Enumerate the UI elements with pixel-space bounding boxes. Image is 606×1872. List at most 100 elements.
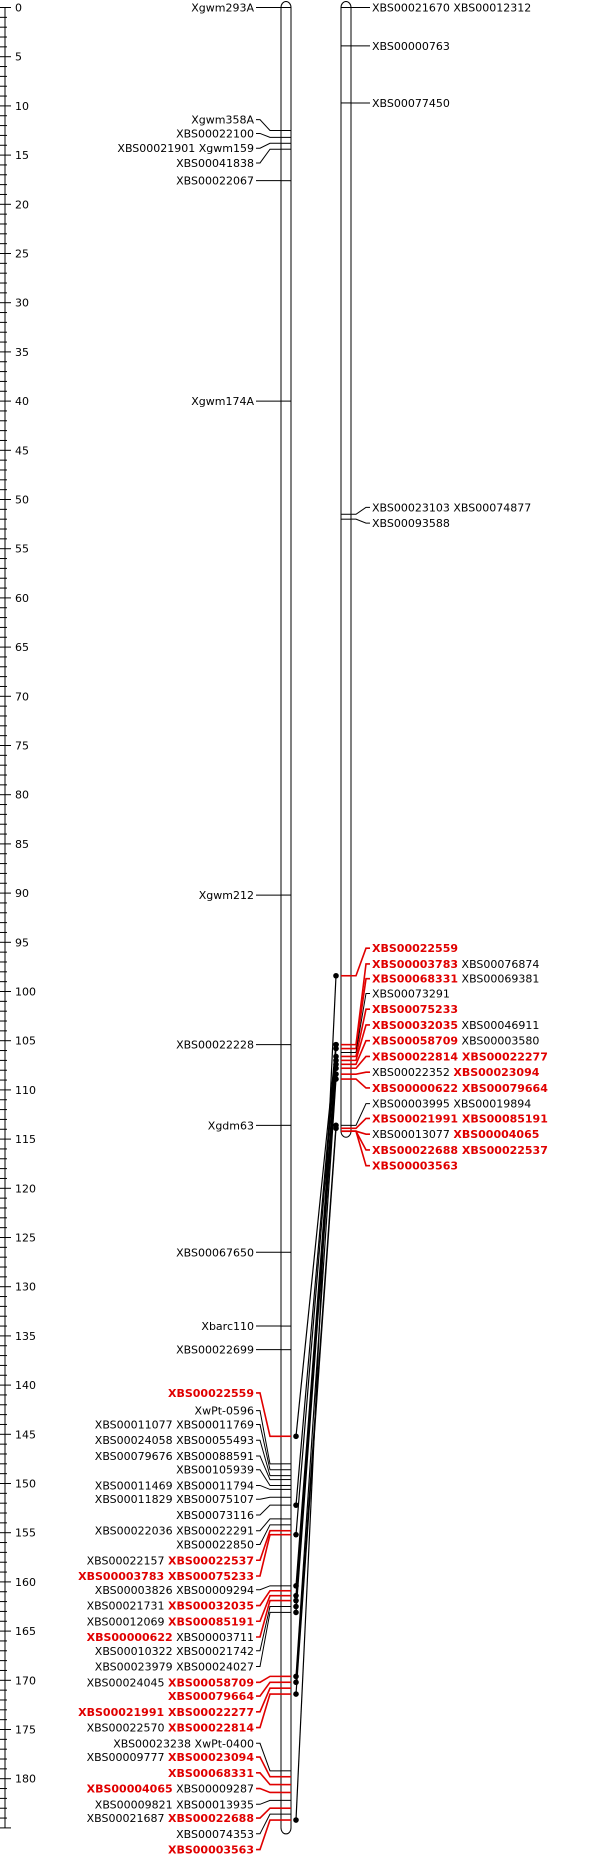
link-dot-right (333, 1071, 339, 1077)
axis-tick-label: 130 (15, 1281, 36, 1294)
axis-tick-label: 110 (15, 1084, 36, 1097)
axis-tick-label: 115 (15, 1133, 36, 1146)
marker-label: XBS00010322 XBS00021742 (95, 1645, 254, 1658)
marker-leader-line (351, 947, 370, 977)
marker-name: XBS00022157 (87, 1554, 168, 1567)
chromosome-right: XBS00021670 XBS00012312 XBS00000763 XBS000… (340, 1, 548, 1173)
marker-name: XBS00024045 (87, 1676, 168, 1689)
marker-leader-line (256, 1585, 281, 1591)
marker-label: XBS00023238 XwPt-0400 (113, 1737, 254, 1750)
axis-tick-label: 25 (15, 248, 29, 261)
link-dot-left (293, 1609, 299, 1616)
marker-label: XBS00011469 XBS00011794 (95, 1479, 254, 1492)
marker-leader-line (256, 1518, 281, 1532)
marker-name: XBS00021731 (87, 1600, 168, 1613)
marker-label: XBS00003995 XBS00019894 (372, 1098, 531, 1111)
marker-name: XBS00021687 (87, 1812, 168, 1825)
marker-name-highlighted: XBS00085191 (168, 1615, 254, 1628)
marker-leader-line (351, 1078, 370, 1089)
marker-label: Xgwm293A (191, 2, 254, 15)
axis-tick-label: 90 (15, 887, 29, 900)
marker-name-highlighted: XBS00058709 (168, 1676, 254, 1689)
link-line (295, 1074, 337, 1613)
axis-tick-label: 155 (15, 1527, 36, 1540)
marker-label: XBS00067650 (176, 1246, 254, 1259)
marker-leader-line (256, 1469, 281, 1486)
link-line (295, 1048, 337, 1535)
marker-label: XBS00022850 (176, 1539, 254, 1552)
axis-tick-label: 150 (15, 1478, 36, 1491)
marker-name: XBS00011829 XBS00075107 (95, 1493, 254, 1506)
marker-label: Xgwm174A (191, 395, 254, 408)
axis-tick-label: 170 (15, 1674, 36, 1687)
marker-label: XBS00009821 XBS00013935 (95, 1798, 254, 1811)
marker-name: XBS00003711 (173, 1631, 254, 1644)
marker-label: XBS00009777 XBS00023094 (87, 1751, 255, 1764)
marker-name-highlighted: XBS00023094 (453, 1066, 539, 1079)
marker-label: XBS00022067 (176, 175, 254, 188)
marker-label: XBS00022570 XBS00022814 (87, 1722, 255, 1735)
axis-tick-label: 145 (15, 1428, 36, 1441)
marker-leader-line (256, 132, 281, 138)
marker-name-highlighted: XBS00022559 (372, 942, 458, 955)
marker-name-highlighted: XBS00079664 (168, 1690, 254, 1703)
marker-name-highlighted: XBS00068331 (372, 973, 458, 986)
marker-leader-line (256, 1675, 281, 1684)
marker-leader-line (256, 1524, 281, 1546)
marker-leader-line (256, 1589, 281, 1607)
marker-leader-line (256, 1813, 281, 1835)
chromosome-bar (280, 1, 292, 1835)
marker-label: XBS00079664 (168, 1690, 254, 1703)
marker-name-highlighted: XBS00003783 (372, 958, 458, 971)
link-line (295, 1079, 337, 1677)
marker-leader-line (351, 518, 370, 524)
marker-name: XBS00024058 XBS00055493 (95, 1434, 254, 1447)
marker-label: XBS00068331 (168, 1767, 254, 1780)
axis-tick-label: 40 (15, 395, 29, 408)
axis-tick-label: 120 (15, 1182, 36, 1195)
axis-tick-label: 165 (15, 1625, 36, 1638)
marker-leader-line (256, 1756, 281, 1778)
marker-name: XBS00010322 XBS00021742 (95, 1645, 254, 1658)
marker-leader-line (256, 1423, 281, 1471)
marker-label: XBS00068331 XBS00069381 (372, 973, 539, 986)
link-dot-right (333, 1065, 339, 1072)
marker-leader-line (256, 1787, 281, 1794)
marker-name: XBS00076874 (458, 958, 539, 971)
marker-name-highlighted: XBS00022814 (168, 1722, 254, 1735)
marker-label: XBS00011077 XBS00011769 (95, 1418, 254, 1431)
marker-leader-line (351, 1039, 370, 1066)
marker-leader-line (256, 1606, 281, 1652)
marker-name: XBS00011077 XBS00011769 (95, 1418, 254, 1431)
marker-name-highlighted: XBS00003563 (372, 1160, 458, 1173)
marker-leader-line (351, 506, 370, 515)
marker-label: XBS00058709 XBS00003580 (372, 1035, 539, 1048)
marker-leader-line (256, 1392, 281, 1438)
marker-label: XBS00022688 XBS00022537 (372, 1144, 548, 1157)
link-dot-right (333, 1125, 339, 1132)
marker-name-highlighted: XBS00022688 XBS00022537 (372, 1144, 548, 1157)
marker-label: XBS00004065 XBS00009287 (87, 1783, 254, 1796)
axis-tick-label: 175 (15, 1724, 36, 1737)
marker-name: XBS00022570 (87, 1722, 168, 1735)
marker-leader-line (351, 1117, 370, 1130)
marker-label: Xgwm212 (199, 889, 254, 902)
marker-leader-line (256, 1771, 281, 1786)
axis-tick-label: 55 (15, 543, 29, 556)
marker-name: XBS00013077 (372, 1128, 453, 1141)
marker-label: Xgdm63 (208, 1119, 254, 1132)
marker-label: XBS00022699 (176, 1344, 254, 1357)
marker-name-highlighted: XBS00003783 XBS00075233 (78, 1570, 254, 1583)
marker-name-highlighted: XBS00058709 (372, 1035, 458, 1048)
axis-tick-label: 65 (15, 641, 29, 654)
marker-name: XwPt-0596 (195, 1405, 254, 1418)
marker-label: XBS00022814 XBS00022277 (372, 1050, 548, 1063)
marker-leader-line (351, 977, 370, 1050)
marker-label: XBS00074353 (176, 1828, 254, 1841)
marker-name-highlighted: XBS00000622 (87, 1631, 173, 1644)
axis-tick-label: 50 (15, 494, 29, 507)
marker-name: XBS00003995 XBS00019894 (372, 1098, 531, 1111)
axis-tick-label: 75 (15, 740, 29, 753)
